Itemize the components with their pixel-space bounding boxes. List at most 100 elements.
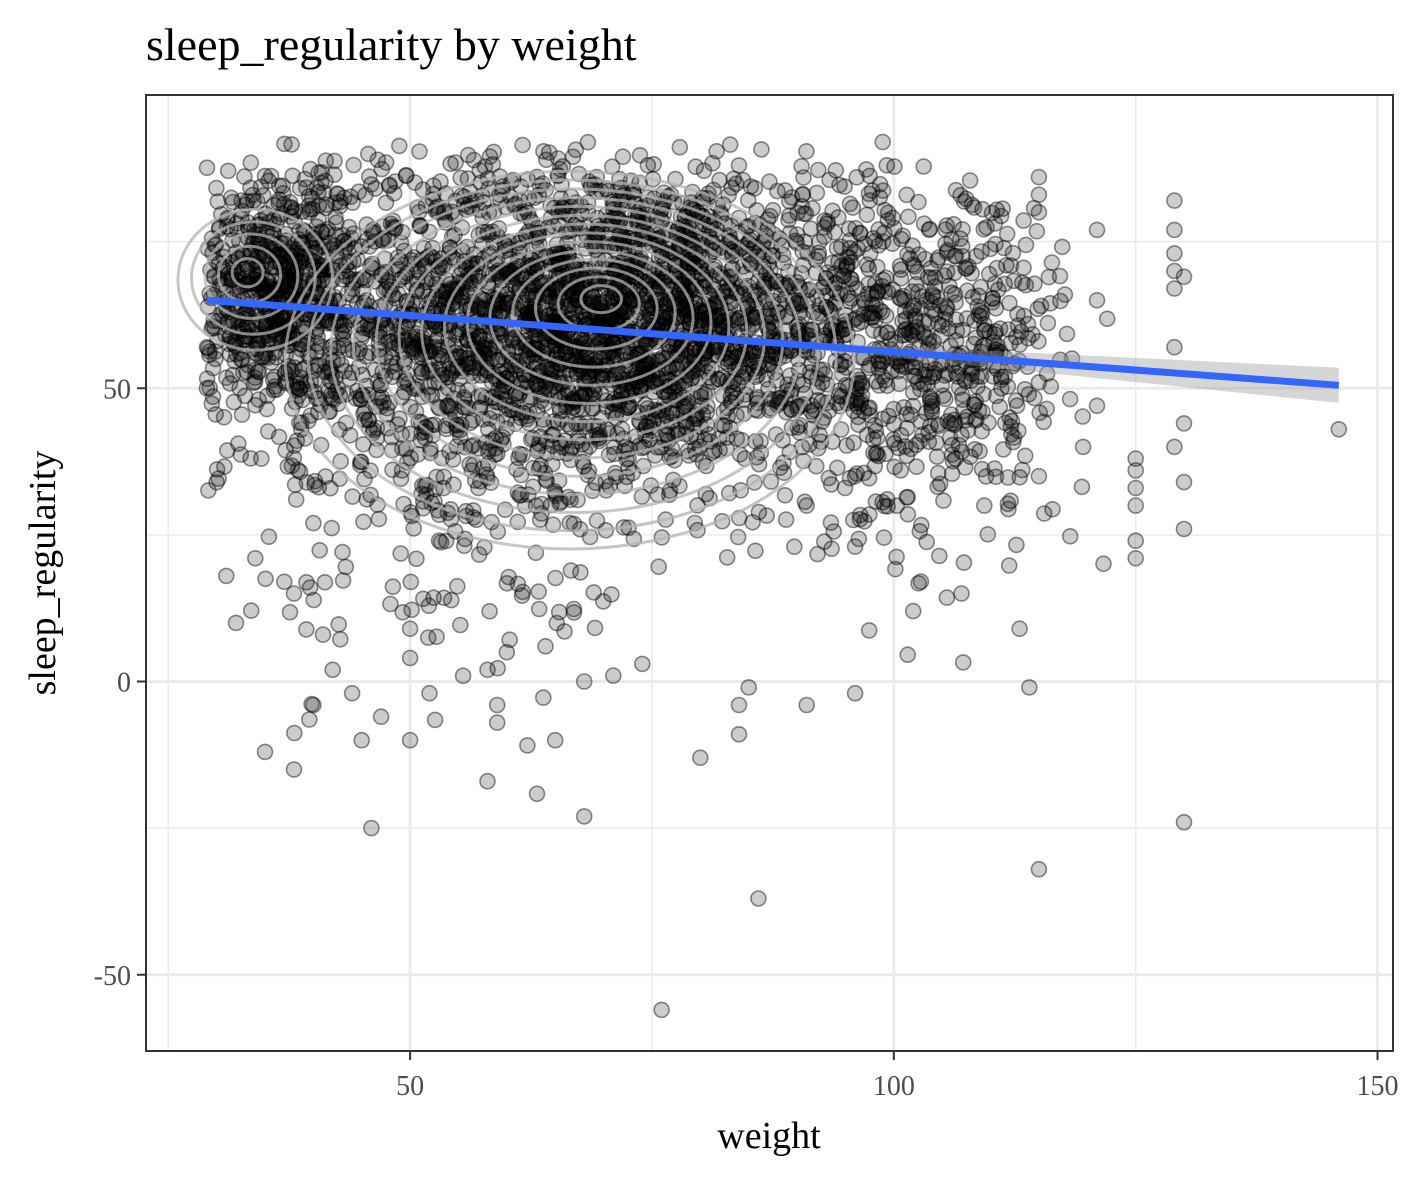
scatter-point <box>285 724 303 742</box>
scatter-point <box>1017 236 1035 254</box>
scatter-point <box>474 291 492 308</box>
scatter-point <box>938 589 956 606</box>
scatter-point <box>283 457 301 475</box>
scatter-point <box>897 310 915 328</box>
scatter-point <box>479 443 497 460</box>
scatter-point <box>1030 467 1048 485</box>
scatter-point <box>954 391 972 409</box>
scatter-point <box>598 290 616 307</box>
scatter-point <box>291 369 309 386</box>
scatter-point <box>902 406 920 424</box>
scatter-point <box>789 204 806 222</box>
scatter-point <box>743 318 761 335</box>
scatter-point <box>1015 212 1032 229</box>
scatter-point <box>764 201 782 219</box>
scatter-point <box>334 572 352 589</box>
scatter-point <box>535 143 552 160</box>
scatter-point <box>327 208 344 226</box>
scatter-point <box>832 238 850 256</box>
scatter-point <box>724 384 742 401</box>
scatter-point <box>1074 408 1091 425</box>
scatter-point <box>750 890 767 907</box>
scatter-point <box>822 514 840 531</box>
scatter-point <box>408 550 425 568</box>
scatter-point <box>921 220 939 238</box>
scatter-point <box>382 595 399 613</box>
scatter-point <box>863 309 880 326</box>
scatter-point <box>802 403 820 420</box>
scatter-point <box>1015 307 1033 325</box>
scatter-point <box>923 302 941 319</box>
scatter-point <box>824 202 841 220</box>
scatter-point <box>899 488 917 506</box>
scatter-point <box>508 339 525 357</box>
scatter-point <box>922 294 940 311</box>
scatter-point <box>696 271 714 289</box>
scatter-point <box>793 158 810 175</box>
scatter-point <box>438 420 455 438</box>
scatter-point <box>919 268 937 286</box>
scatter-point <box>747 542 764 560</box>
scatter-point <box>788 234 806 252</box>
scatter-point <box>677 346 695 364</box>
scatter-point <box>742 256 760 274</box>
scatter-point <box>306 472 324 490</box>
scatter-point <box>357 347 375 365</box>
scatter-point <box>402 573 420 591</box>
scatter-point <box>442 591 460 609</box>
scatter-point <box>493 383 510 401</box>
scatter-point <box>389 326 406 344</box>
scatter-point <box>519 347 537 365</box>
scatter-point <box>401 731 419 749</box>
scatter-point <box>920 424 938 441</box>
scatter-point <box>242 450 259 467</box>
scatter-point <box>886 158 903 175</box>
scatter-point <box>249 216 266 233</box>
scatter-point <box>1035 505 1053 522</box>
x-axis-title: weight <box>717 1115 821 1157</box>
scatter-point <box>252 450 270 467</box>
scatter-point <box>728 406 745 424</box>
scatter-point <box>886 458 903 476</box>
scatter-point <box>285 761 303 778</box>
scatter-point <box>219 442 236 459</box>
scatter-point <box>752 432 769 450</box>
scatter-point <box>530 583 548 600</box>
scatter-point <box>878 157 896 174</box>
scatter-point <box>954 221 971 238</box>
scatter-point <box>540 306 558 324</box>
scatter-point <box>658 267 676 285</box>
x-tick-label: 100 <box>873 1071 915 1102</box>
scatter-point <box>539 338 556 356</box>
scatter-point <box>986 215 1004 232</box>
scatter-point <box>1030 860 1048 878</box>
scatter-point <box>519 737 536 754</box>
scatter-point <box>618 303 636 320</box>
scatter-point <box>479 273 497 291</box>
scatter-point <box>999 469 1017 486</box>
scatter-point <box>781 207 798 224</box>
scatter-point <box>988 259 1006 277</box>
scatter-point <box>723 394 740 412</box>
scatter-point <box>864 322 882 339</box>
scatter-point <box>730 157 748 174</box>
scatter-point <box>828 459 846 477</box>
scatter-point <box>203 395 221 413</box>
scatter-point <box>314 626 332 643</box>
scatter-point <box>683 362 701 380</box>
scatter-point <box>804 200 821 217</box>
scatter-point <box>691 749 709 767</box>
scatter-point <box>1030 374 1048 391</box>
scatter-point <box>730 696 748 714</box>
scatter-point <box>481 602 498 620</box>
scatter-point <box>397 166 415 184</box>
scatter-point <box>1127 549 1144 567</box>
scatter-point <box>593 334 610 352</box>
scatter-point <box>444 451 462 468</box>
scatter-point <box>266 368 283 386</box>
scatter-point <box>955 554 973 571</box>
scatter-point <box>485 143 503 161</box>
scatter-point <box>810 233 828 251</box>
scatter-point <box>845 434 863 452</box>
